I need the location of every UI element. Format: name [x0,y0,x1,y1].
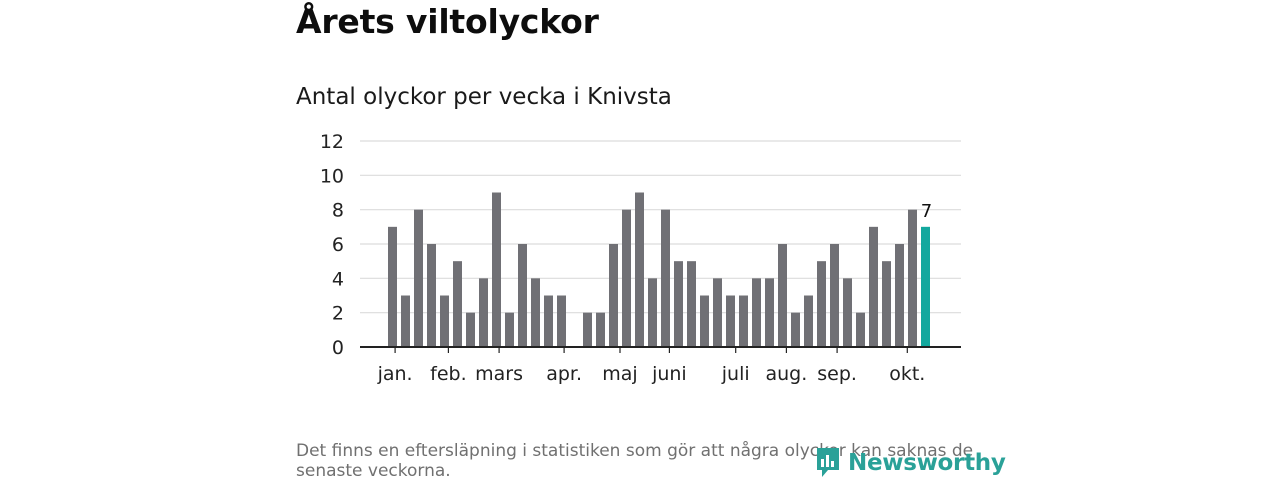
x-tick-label: feb. [430,363,466,385]
bar [427,244,436,347]
chart-subtitle: Antal olyckor per vecka i Knivsta [296,84,672,110]
y-tick-label: 8 [332,200,344,222]
newsworthy-logo-icon [817,448,839,477]
highlight-value-label: 7 [921,201,932,222]
x-tick-label: juni [651,363,687,385]
x-tick-label: juli [721,363,750,385]
bar-chart: 0 2 4 6 8 10 12 jan. feb. mars apr. maj juni juli aug… [320,131,961,385]
bar [492,192,501,347]
bar [843,278,852,347]
bar [453,261,462,347]
bar [557,295,566,347]
bar [388,226,397,347]
y-tick-label: 12 [320,131,344,153]
brand-name: Newsworthy [848,450,1006,476]
x-axis: jan. feb. mars apr. maj juni juli aug. sep. okt. [360,346,961,385]
bar [583,312,592,347]
bar [765,278,774,347]
bar [713,278,722,347]
bar [466,312,475,347]
bar [882,261,891,347]
y-tick-label: 4 [332,268,344,290]
bar [778,244,787,347]
y-tick-label: 6 [332,234,344,256]
y-tick-label: 10 [320,165,344,187]
bar [505,312,514,347]
y-tick-label: 0 [332,337,344,359]
bars [388,192,930,347]
bar [752,278,761,347]
x-tick-label: maj [602,363,637,385]
bar [869,226,878,347]
bar-current-week [921,226,930,347]
bar [908,209,917,347]
x-tick-label: okt. [889,363,925,385]
x-tick-label: sep. [817,363,857,385]
bar [895,244,904,347]
bar [817,261,826,347]
footnote: Det finns en eftersläpning i statistiken… [296,441,974,481]
newsworthy-logo[interactable]: Newsworthy [814,446,1006,480]
bar [804,295,813,347]
bar [648,278,657,347]
data-labels: 7 [921,201,932,222]
bar [544,295,553,347]
x-tick-label: apr. [546,363,582,385]
bar [687,261,696,347]
bar [830,244,839,347]
bar [622,209,631,347]
bar [674,261,683,347]
bar [739,295,748,347]
bar [414,209,423,347]
bar [518,244,527,347]
x-tick-label: jan. [377,363,413,385]
chart-title: Årets viltolyckor [296,2,599,41]
bar [531,278,540,347]
x-tick-label: mars [475,363,523,385]
bar [401,295,410,347]
bar [856,312,865,347]
bar [700,295,709,347]
bar [791,312,800,347]
bar [661,209,670,347]
y-tick-label: 2 [332,303,344,325]
bar [440,295,449,347]
bar [479,278,488,347]
bar [609,244,618,347]
bar [596,312,605,347]
bar [635,192,644,347]
x-tick-label: aug. [766,363,808,385]
y-axis-ticks: 0 2 4 6 8 10 12 [320,131,344,359]
bar [726,295,735,347]
